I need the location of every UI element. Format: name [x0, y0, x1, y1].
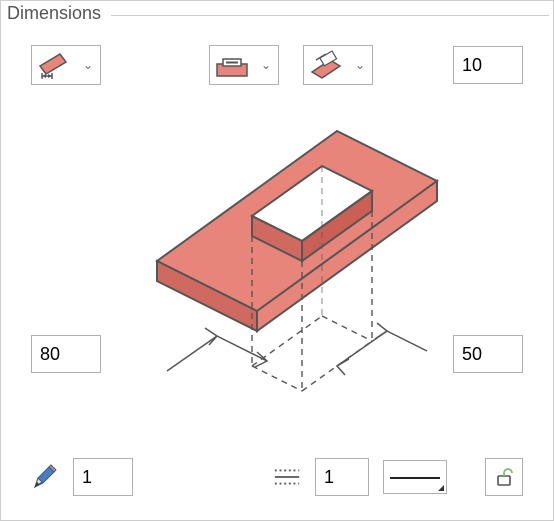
line-type-icon: [273, 463, 301, 491]
panel-title: Dimensions: [7, 3, 101, 24]
dimension-line-icon: [210, 46, 254, 84]
pencil-icon: [31, 463, 59, 491]
bottom-toolbar: [31, 458, 523, 496]
dimensions-toolbar: ⌄ ⌄: [31, 45, 523, 85]
dimensions-panel: Dimensions ⌄: [0, 0, 554, 521]
dim-line-dropdown[interactable]: ⌄: [209, 45, 279, 85]
extension-line-dropdown[interactable]: ⌄: [303, 45, 373, 85]
cutout-diagram: [107, 121, 447, 411]
arrow-style-dropdown[interactable]: ⌄: [31, 45, 101, 85]
chevron-down-icon: ⌄: [254, 46, 278, 84]
width-input[interactable]: [31, 335, 101, 373]
chevron-down-icon: ⌄: [348, 46, 372, 84]
line-weight-input[interactable]: [73, 458, 133, 496]
extension-line-icon: [304, 46, 348, 84]
line-style-dropdown[interactable]: [383, 460, 447, 494]
unlock-icon: [493, 466, 515, 488]
linetype-scale-input[interactable]: [315, 458, 369, 496]
chevron-down-icon: ⌄: [76, 46, 100, 84]
depth-input[interactable]: [453, 46, 523, 84]
title-divider: [111, 15, 549, 16]
dimension-arrow-icon: [32, 46, 76, 84]
lock-toggle[interactable]: [485, 458, 523, 496]
length-input[interactable]: [453, 335, 523, 373]
preview-area: [31, 121, 523, 431]
